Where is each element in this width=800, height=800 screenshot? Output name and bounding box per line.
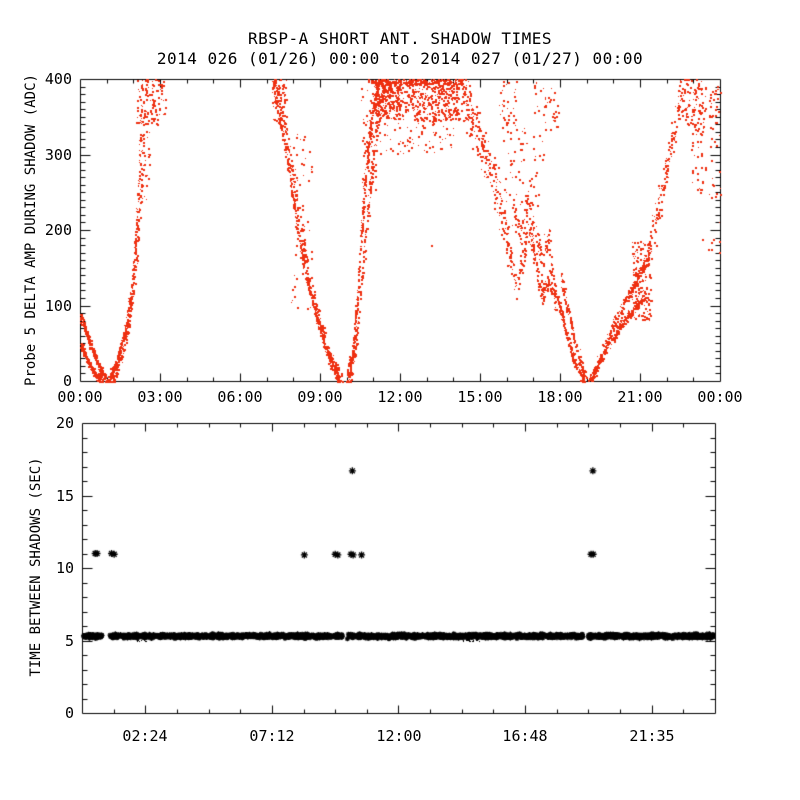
- bottom-y-tick-label: 10: [55, 559, 74, 577]
- chart-title: RBSP-A SHORT ANT. SHADOW TIMES: [248, 29, 552, 48]
- top-x-tick-label: 00:00: [697, 388, 743, 406]
- top-x-tick-label: 03:00: [137, 388, 183, 406]
- bottom-y-tick-label: 20: [55, 414, 74, 432]
- bottom-x-tick-label: 02:24: [122, 727, 168, 745]
- top-y-tick-label: 300: [44, 146, 72, 164]
- bottom-x-tick-label: 12:00: [376, 727, 422, 745]
- bottom-x-tick-label: 21:35: [629, 727, 675, 745]
- top-y-tick-label: 0: [62, 372, 72, 390]
- bottom-x-tick-label: 16:48: [502, 727, 548, 745]
- top-x-tick-label: 06:00: [217, 388, 263, 406]
- top-x-tick-label: 18:00: [537, 388, 583, 406]
- bottom-y-tick-label: 15: [55, 487, 74, 505]
- top-y-tick-label: 100: [44, 297, 72, 315]
- top-x-tick-label: 09:00: [297, 388, 343, 406]
- top-y-tick-label: 200: [44, 221, 72, 239]
- chart-subtitle: 2014 026 (01/26) 00:00 to 2014 027 (01/2…: [156, 49, 644, 68]
- top-x-tick-label: 12:00: [377, 388, 423, 406]
- bottom-y-tick-label: 5: [64, 632, 74, 650]
- top-x-tick-label: 21:00: [617, 388, 663, 406]
- bottom-x-tick-label: 07:12: [249, 727, 295, 745]
- top-y-tick-label: 400: [44, 70, 72, 88]
- top-x-tick-label: 15:00: [457, 388, 503, 406]
- bottom-y-tick-label: 0: [64, 704, 74, 722]
- top-x-tick-label: 00:00: [57, 388, 103, 406]
